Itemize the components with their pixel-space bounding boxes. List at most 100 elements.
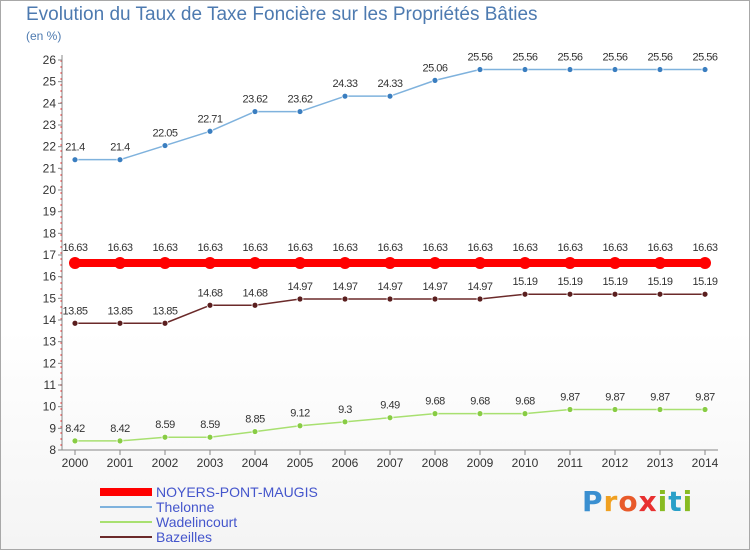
data-label: 16.63 [602,242,627,254]
data-label: 15.19 [557,276,582,288]
data-point [429,257,441,270]
x-tick-label: 2004 [242,456,269,470]
y-tick-label: 18 [43,226,57,240]
x-tick-label: 2010 [512,456,539,470]
data-label: 16.63 [467,242,492,254]
y-tick-label: 23 [43,118,57,132]
data-label: 16.63 [512,242,537,254]
data-point [116,437,124,445]
y-tick-label: 11 [44,378,57,392]
data-label: 25.56 [692,52,717,64]
legend-swatch-thelonne [100,506,152,508]
data-label: 21.4 [110,142,130,154]
data-label: 9.12 [290,408,310,420]
x-tick-label: 2013 [647,456,674,470]
data-label: 13.85 [107,305,132,317]
x-tick-label: 2000 [62,456,89,470]
data-point [116,319,124,327]
data-label: 14.97 [422,281,447,293]
x-tick-label: 2005 [287,456,314,470]
y-tick-label: 17 [43,248,57,262]
data-label: 8.42 [110,423,130,435]
legend-label-thelonne: Thelonne [156,499,215,515]
y-tick-label: 10 [43,400,57,414]
legend-swatch-noyers [100,488,152,496]
data-point [474,257,486,270]
y-tick-label: 25 [43,75,57,89]
data-point [206,127,214,135]
data-point [384,257,396,270]
y-tick-label: 16 [43,270,57,284]
data-point [654,257,666,270]
data-point [564,257,576,270]
x-tick-label: 2014 [692,456,719,470]
x-tick-label: 2008 [422,456,449,470]
y-tick-label: 26 [43,53,57,67]
x-tick-label: 2009 [467,456,494,470]
data-point [656,406,664,413]
data-point [566,290,574,298]
data-label: 24.33 [332,78,357,90]
data-label: 14.97 [332,281,357,293]
x-tick-label: 2007 [377,456,404,470]
data-label: 16.63 [692,242,717,254]
data-point [656,66,664,73]
data-point [206,433,214,441]
data-point [296,295,304,303]
data-label: 16.63 [557,242,582,254]
data-label: 9.87 [650,391,670,403]
data-label: 22.71 [197,113,222,125]
data-point [386,92,394,100]
y-tick-label: 20 [43,183,57,197]
data-label: 14.97 [377,281,402,293]
data-point [476,410,484,418]
data-label: 14.68 [197,287,222,299]
data-label: 16.63 [107,242,132,254]
data-label: 16.63 [332,242,357,254]
legend-label-noyers: NOYERS-PONT-MAUGIS [156,484,318,500]
data-label: 13.85 [152,305,177,317]
data-point [521,290,529,298]
data-label: 9.68 [425,396,445,408]
y-tick-label: 19 [43,205,57,219]
data-point [251,108,259,115]
data-point [431,76,439,84]
data-point [71,437,79,445]
data-label: 9.87 [560,391,580,403]
data-label: 16.63 [152,242,177,254]
x-tick-label: 2001 [107,456,134,470]
data-point [701,66,709,73]
data-point [476,66,484,73]
y-tick-label: 12 [43,356,57,370]
x-tick-label: 2012 [602,456,629,470]
data-label: 22.05 [152,128,177,140]
x-tick-label: 2006 [332,456,359,470]
data-label: 16.63 [62,242,87,254]
data-label: 9.87 [695,391,715,403]
data-label: 9.68 [470,396,490,408]
data-point [69,257,81,270]
data-point [386,414,394,422]
data-label: 14.97 [287,281,312,293]
data-label: 16.63 [647,242,672,254]
data-point [656,290,664,298]
x-tick-label: 2011 [557,456,583,470]
x-tick-label: 2002 [152,456,179,470]
data-point [251,428,259,435]
data-point [566,66,574,73]
data-point [521,410,529,418]
data-label: 9.87 [605,391,625,403]
data-point [341,92,349,100]
legend-swatch-bazeilles [100,536,152,538]
data-label: 8.85 [245,414,265,426]
y-tick-label: 21 [43,161,57,175]
data-point [699,257,711,270]
data-point [159,257,171,270]
data-point [701,406,709,413]
data-point [114,257,126,270]
y-tick-label: 22 [43,140,57,154]
data-label: 15.19 [692,276,717,288]
data-label: 25.56 [512,52,537,64]
